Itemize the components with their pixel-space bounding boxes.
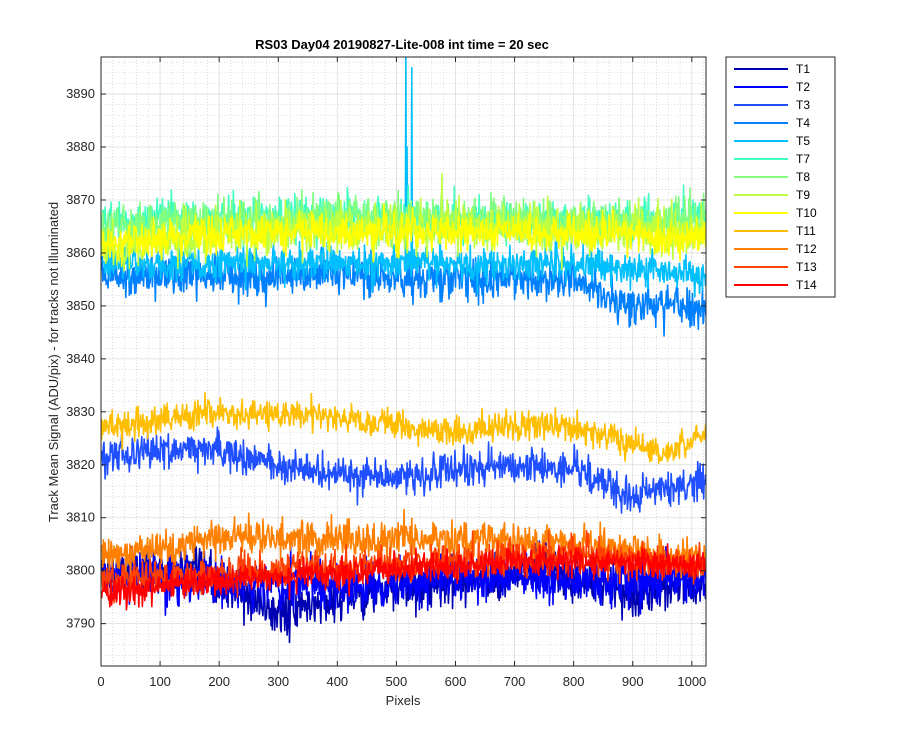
plot-frame (100, 56, 707, 667)
y-tick-label: 3830 (66, 404, 95, 419)
legend-label-t11: T11 (796, 224, 816, 238)
series-lines (101, 57, 706, 644)
series-line-t14 (101, 543, 706, 611)
y-tick-label: 3890 (66, 86, 95, 101)
y-tick-label: 3860 (66, 245, 95, 260)
legend-label-t8: T8 (796, 170, 810, 184)
y-tick-label: 3870 (66, 192, 95, 207)
y-tick-label: 3810 (66, 510, 95, 525)
y-tick-label: 3790 (66, 616, 95, 631)
y-axis: 3790 3800 3810 3820 3830 3840 3850 3860 3870 3880… (66, 86, 706, 631)
x-tick-label: 200 (208, 674, 230, 689)
y-tick-label: 3880 (66, 139, 95, 154)
x-axis-label: Pixels (386, 693, 421, 708)
legend-label-t1: T1 (796, 62, 810, 76)
series-line-t12 (101, 508, 706, 579)
legend-items: T1 T2 T3 T4 T5 T7 T8 T9 T10 T11 T12 T13 T14 (734, 62, 817, 292)
x-tick-label: 400 (326, 674, 348, 689)
series-line-t10 (101, 202, 706, 268)
legend-label-t2: T2 (796, 80, 810, 94)
series-line-t5 (101, 57, 706, 298)
x-tick-label: 600 (445, 674, 467, 689)
legend: T1 T2 T3 T4 T5 T7 T8 T9 T10 T11 T12 T13 T14 (725, 56, 836, 298)
y-tick-label: 3800 (66, 563, 95, 578)
legend-label-t5: T5 (796, 134, 810, 148)
x-tick-label: 700 (504, 674, 526, 689)
legend-label-t3: T3 (796, 98, 810, 112)
series-line-t11 (101, 391, 706, 464)
x-tick-label: 900 (622, 674, 644, 689)
x-tick-label: 800 (563, 674, 585, 689)
series-line-t3 (101, 426, 706, 514)
y-tick-label: 3840 (66, 351, 95, 366)
y-axis-label: Track Mean Signal (ADU/pix) - for tracks… (46, 202, 61, 522)
y-tick-label: 3850 (66, 298, 95, 313)
x-tick-label: 300 (267, 674, 289, 689)
legend-label-t12: T12 (796, 242, 817, 256)
legend-label-t14: T14 (796, 278, 817, 292)
y-tick-label: 3820 (66, 457, 95, 472)
chart-title: RS03 Day04 20190827-Lite-008 int time = … (255, 37, 549, 52)
legend-label-t10: T10 (796, 206, 817, 220)
plot-area (100, 56, 707, 667)
x-tick-label: 100 (149, 674, 171, 689)
x-tick-label: 500 (386, 674, 408, 689)
x-tick-label: 0 (97, 674, 104, 689)
legend-label-t7: T7 (796, 152, 810, 166)
legend-label-t13: T13 (796, 260, 817, 274)
legend-label-t9: T9 (796, 188, 810, 202)
legend-label-t4: T4 (796, 116, 810, 130)
x-tick-label: 1000 (677, 674, 706, 689)
x-axis: 0 100 200 300 400 500 600 700 800 900 1000 (97, 57, 706, 689)
